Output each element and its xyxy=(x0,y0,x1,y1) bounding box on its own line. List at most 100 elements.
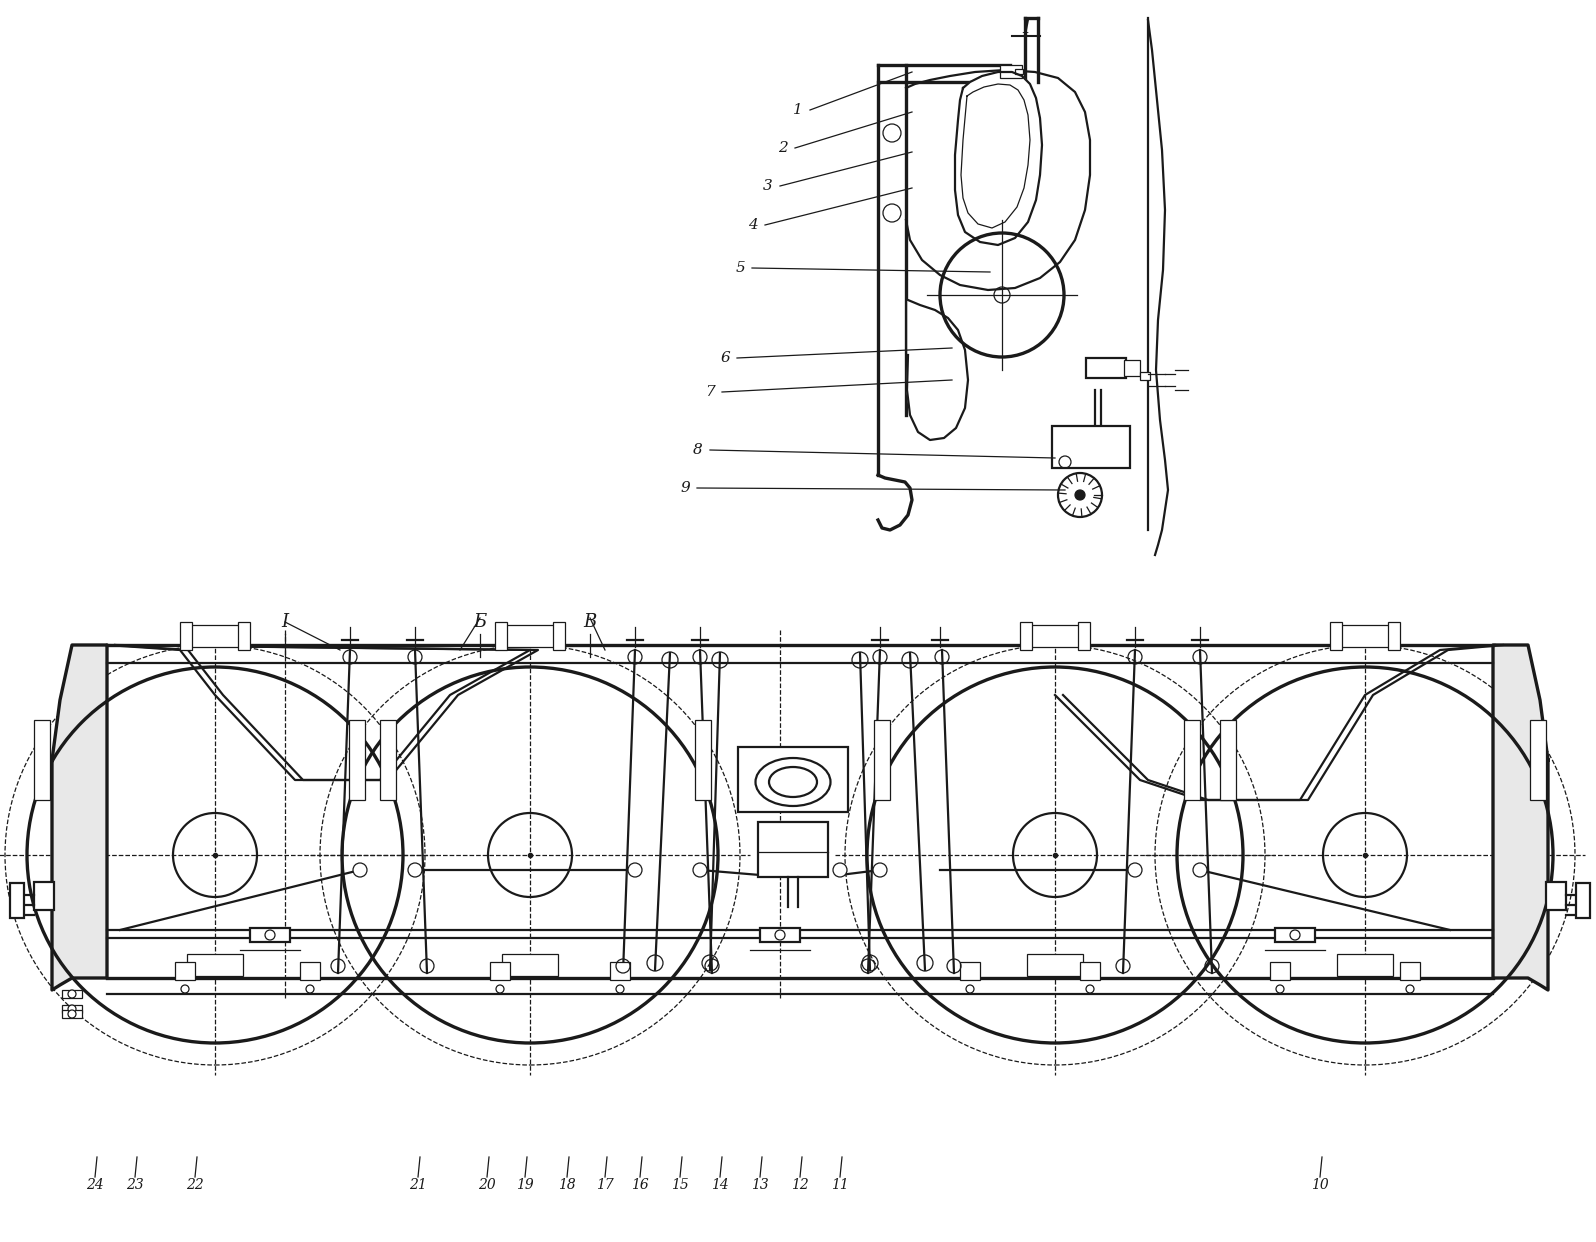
Circle shape xyxy=(833,863,847,877)
Bar xyxy=(34,882,54,910)
Bar xyxy=(187,954,243,976)
Text: 24: 24 xyxy=(86,1177,104,1192)
Bar xyxy=(176,963,195,980)
Bar xyxy=(1575,883,1590,918)
Text: 2: 2 xyxy=(779,142,788,155)
Circle shape xyxy=(693,863,707,877)
Bar xyxy=(610,963,630,980)
Bar xyxy=(380,720,396,800)
Bar xyxy=(760,928,800,941)
Bar xyxy=(737,746,847,812)
Text: 5: 5 xyxy=(736,261,745,274)
Circle shape xyxy=(69,1005,77,1013)
Bar xyxy=(62,1005,81,1013)
Circle shape xyxy=(409,863,421,877)
Bar xyxy=(1219,720,1235,800)
Circle shape xyxy=(1128,863,1143,877)
Text: 15: 15 xyxy=(672,1177,689,1192)
Bar xyxy=(1015,70,1023,75)
Bar xyxy=(251,928,290,941)
Text: 8: 8 xyxy=(693,443,702,457)
Text: 19: 19 xyxy=(516,1177,535,1192)
Bar xyxy=(961,963,980,980)
Text: 23: 23 xyxy=(126,1177,144,1192)
Text: I: I xyxy=(1021,19,1029,37)
Bar xyxy=(552,622,565,650)
Bar xyxy=(1337,954,1393,976)
Bar xyxy=(1080,963,1100,980)
Bar xyxy=(1077,622,1090,650)
Bar xyxy=(1026,625,1084,647)
Text: 9: 9 xyxy=(680,481,689,496)
Bar xyxy=(62,990,81,999)
Bar xyxy=(1389,622,1400,650)
Text: 14: 14 xyxy=(712,1177,729,1192)
Circle shape xyxy=(69,1010,77,1018)
Circle shape xyxy=(353,863,367,877)
Bar xyxy=(1020,622,1033,650)
Text: 7: 7 xyxy=(705,385,715,399)
Bar xyxy=(1140,373,1151,380)
Bar xyxy=(1337,625,1393,647)
Bar xyxy=(1275,928,1315,941)
Bar xyxy=(1531,720,1547,800)
Bar xyxy=(490,963,511,980)
Text: 12: 12 xyxy=(792,1177,809,1192)
Bar xyxy=(1124,360,1140,376)
Circle shape xyxy=(1192,863,1207,877)
Circle shape xyxy=(873,863,887,877)
Circle shape xyxy=(1275,985,1285,994)
Text: 13: 13 xyxy=(752,1177,769,1192)
Circle shape xyxy=(616,985,624,994)
Text: 16: 16 xyxy=(630,1177,650,1192)
Polygon shape xyxy=(53,645,107,990)
Polygon shape xyxy=(954,72,1042,245)
Text: 20: 20 xyxy=(479,1177,496,1192)
Text: I: I xyxy=(281,614,289,631)
Circle shape xyxy=(1076,491,1085,501)
Bar xyxy=(503,625,559,647)
Circle shape xyxy=(69,990,77,999)
Polygon shape xyxy=(1492,645,1548,990)
Bar xyxy=(180,622,192,650)
Bar xyxy=(1052,426,1130,468)
Bar xyxy=(1400,963,1420,980)
Text: 1: 1 xyxy=(793,103,803,117)
Bar xyxy=(758,822,828,877)
Circle shape xyxy=(180,985,188,994)
Circle shape xyxy=(627,863,642,877)
Bar xyxy=(820,5,1200,530)
Text: 18: 18 xyxy=(559,1177,576,1192)
Bar xyxy=(62,1010,81,1018)
Bar xyxy=(1270,963,1290,980)
Polygon shape xyxy=(907,301,969,440)
Circle shape xyxy=(1085,985,1093,994)
Bar xyxy=(1329,622,1342,650)
Bar xyxy=(503,954,559,976)
Bar xyxy=(875,720,891,800)
Text: 22: 22 xyxy=(187,1177,204,1192)
Bar xyxy=(238,622,251,650)
Text: 10: 10 xyxy=(1312,1177,1329,1192)
Text: 21: 21 xyxy=(409,1177,426,1192)
Text: 6: 6 xyxy=(720,351,729,365)
Text: 11: 11 xyxy=(832,1177,849,1192)
Bar xyxy=(1085,358,1127,378)
Bar xyxy=(300,963,321,980)
Circle shape xyxy=(966,985,974,994)
Bar xyxy=(1547,882,1566,910)
Bar xyxy=(1001,65,1021,78)
Bar xyxy=(694,720,710,800)
Circle shape xyxy=(496,985,504,994)
Bar xyxy=(187,625,243,647)
Text: 17: 17 xyxy=(597,1177,614,1192)
Circle shape xyxy=(306,985,314,994)
Polygon shape xyxy=(907,70,1090,289)
Bar xyxy=(495,622,508,650)
Text: В: В xyxy=(584,614,597,631)
Bar xyxy=(1184,720,1200,800)
Text: 4: 4 xyxy=(749,219,758,232)
Circle shape xyxy=(1406,985,1414,994)
Bar xyxy=(1026,954,1084,976)
Bar xyxy=(350,720,365,800)
